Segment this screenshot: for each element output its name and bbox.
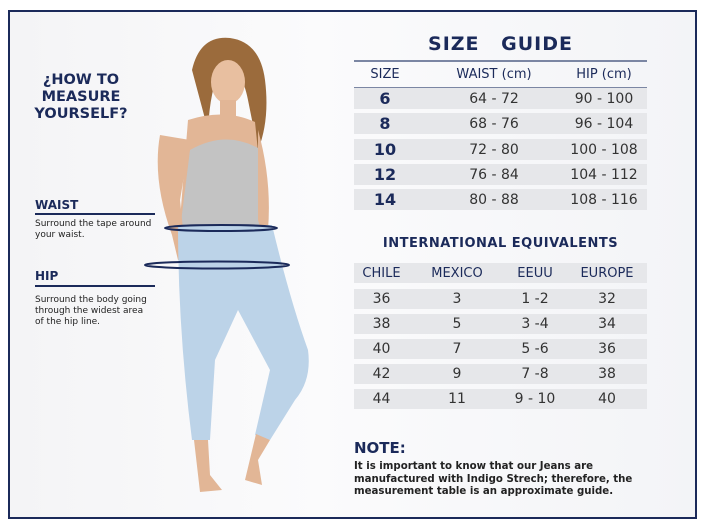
waist-divider <box>35 213 155 215</box>
international-title: INTERNATIONAL EQUIVALENTS <box>382 236 619 251</box>
hip-label: HIP <box>35 269 59 283</box>
size-row: 6 64 - 72 90 - 100 <box>354 88 647 109</box>
international-header: CHILE MEXICO EEUU EUROPE <box>354 263 647 283</box>
mexico-cell: 5 <box>452 316 462 332</box>
header-mexico: MEXICO <box>431 265 483 281</box>
header-waist: WAIST (cm) <box>456 67 532 82</box>
mexico-cell: 11 <box>448 391 466 407</box>
europe-cell: 34 <box>598 316 616 332</box>
measure-title: ¿HOW TO MEASURE YOURSELF? <box>18 72 144 123</box>
mexico-cell: 9 <box>452 366 462 382</box>
waist-cell: 80 - 88 <box>469 191 519 208</box>
size-row: 8 68 - 76 96 - 104 <box>354 113 647 134</box>
hip-description: Surround the body going through the wide… <box>35 295 147 327</box>
header-eeuu: EEUU <box>517 265 553 281</box>
mexico-cell: 3 <box>452 291 462 307</box>
header-hip: HIP (cm) <box>576 67 632 82</box>
waist-label: WAIST <box>35 198 79 212</box>
model-photo <box>144 37 309 492</box>
equivalent-row: 42 9 7 -8 38 <box>354 364 647 384</box>
waist-description: Surround the tape around your waist. <box>35 219 152 240</box>
jeans <box>178 225 309 440</box>
left-foot <box>194 440 222 492</box>
chile-cell: 40 <box>372 341 391 357</box>
equivalent-row: 38 5 3 -4 34 <box>354 314 647 334</box>
chile-cell: 36 <box>372 291 391 307</box>
tank-top <box>180 139 268 230</box>
size-row: 12 76 - 84 104 - 112 <box>354 164 647 185</box>
equivalent-row: 44 11 9 - 10 40 <box>354 389 647 409</box>
europe-cell: 32 <box>598 291 616 307</box>
hip-cell: 100 - 108 <box>570 141 638 158</box>
measure-title-line2: YOURSELF? <box>34 106 128 122</box>
hip-cell: 104 - 112 <box>570 166 638 183</box>
chile-cell: 42 <box>372 366 391 382</box>
waist-cell: 68 - 76 <box>469 115 519 132</box>
size-cell: 10 <box>373 140 397 159</box>
hip-tape <box>144 260 290 270</box>
header-europe: EUROPE <box>580 265 634 281</box>
note-title: NOTE: <box>354 439 406 457</box>
note-text: It is important to know that our Jeans a… <box>354 461 633 497</box>
header-chile: CHILE <box>362 265 401 281</box>
hip-cell: 90 - 100 <box>574 90 634 107</box>
chile-cell: 38 <box>372 316 391 332</box>
size-guide-header: SIZE WAIST (cm) HIP (cm) <box>354 60 647 89</box>
eeuu-cell: 5 -6 <box>521 341 549 357</box>
size-row: 14 80 - 88 108 - 116 <box>354 189 647 210</box>
size-guide-title: SIZE GUIDE <box>428 33 573 55</box>
right-foot <box>245 434 270 485</box>
hip-cell: 96 - 104 <box>574 115 634 132</box>
equivalent-row: 36 3 1 -2 32 <box>354 289 647 309</box>
equivalent-row: 40 7 5 -6 36 <box>354 339 647 359</box>
eeuu-cell: 9 - 10 <box>514 391 556 407</box>
header-size: SIZE <box>370 67 400 82</box>
waist-tape <box>164 224 278 232</box>
size-cell: 12 <box>373 165 397 184</box>
chile-cell: 44 <box>372 391 391 407</box>
measure-title-line1: ¿HOW TO MEASURE <box>41 72 121 105</box>
waist-cell: 76 - 84 <box>469 166 519 183</box>
hair <box>192 37 267 151</box>
size-cell: 14 <box>373 190 397 209</box>
waist-cell: 72 - 80 <box>469 141 519 158</box>
face <box>211 60 245 104</box>
europe-cell: 40 <box>598 391 616 407</box>
size-cell: 6 <box>379 89 391 108</box>
eeuu-cell: 7 -8 <box>521 366 549 382</box>
size-cell: 8 <box>379 114 391 133</box>
eeuu-cell: 3 -4 <box>521 316 549 332</box>
eeuu-cell: 1 -2 <box>521 291 549 307</box>
europe-cell: 38 <box>598 366 616 382</box>
waist-cell: 64 - 72 <box>469 90 519 107</box>
mexico-cell: 7 <box>452 341 462 357</box>
hip-divider <box>35 285 155 287</box>
size-row: 10 72 - 80 100 - 108 <box>354 139 647 160</box>
europe-cell: 36 <box>598 341 616 357</box>
hip-cell: 108 - 116 <box>570 191 638 208</box>
